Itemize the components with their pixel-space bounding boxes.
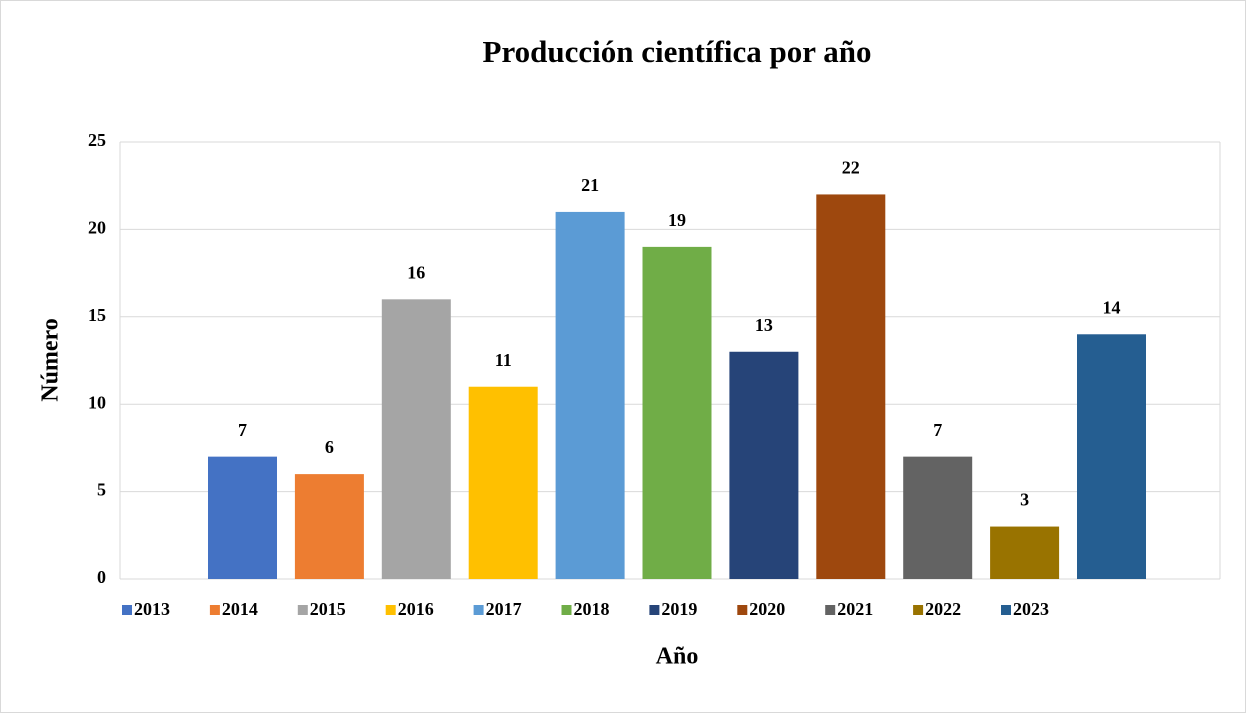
y-tick-label: 15 xyxy=(88,305,106,325)
bar xyxy=(642,246,712,579)
data-label: 6 xyxy=(325,437,334,457)
bar xyxy=(381,299,451,579)
legend-label: 2016 xyxy=(398,599,434,619)
bar xyxy=(468,386,538,579)
data-label: 11 xyxy=(495,350,512,370)
legend-label: 2019 xyxy=(661,599,697,619)
legend-label: 2013 xyxy=(134,599,170,619)
bar xyxy=(1077,334,1146,579)
legend-label: 2017 xyxy=(486,599,522,619)
data-label: 21 xyxy=(581,175,599,195)
legend-swatch xyxy=(473,605,484,615)
y-axis-label: Número xyxy=(38,318,64,402)
y-tick-label: 0 xyxy=(97,567,106,587)
chart-title: Producción científica por año xyxy=(483,34,872,69)
bar xyxy=(294,474,364,579)
bar xyxy=(903,456,973,579)
legend-swatch xyxy=(209,605,220,615)
y-tick-label: 5 xyxy=(97,480,106,500)
data-label: 7 xyxy=(933,420,942,440)
data-label: 22 xyxy=(842,158,860,178)
data-label: 13 xyxy=(755,315,773,335)
data-label: 14 xyxy=(1103,297,1121,317)
y-tick-label: 10 xyxy=(88,392,106,412)
bar xyxy=(729,351,799,579)
legend-label: 2020 xyxy=(749,599,785,619)
legend-swatch xyxy=(297,605,308,615)
bar xyxy=(816,194,886,579)
bar xyxy=(208,456,277,579)
legend-swatch xyxy=(649,605,660,615)
legend-label: 2021 xyxy=(837,599,873,619)
legend-swatch xyxy=(561,605,572,615)
legend-swatch xyxy=(825,605,836,615)
legend-label: 2018 xyxy=(574,599,610,619)
legend-label: 2015 xyxy=(310,599,346,619)
legend-swatch xyxy=(737,605,748,615)
y-tick-label: 25 xyxy=(88,130,106,150)
x-axis-label: Año xyxy=(656,644,699,670)
legend-label: 2023 xyxy=(1013,599,1049,619)
data-label: 16 xyxy=(407,262,425,282)
legend-label: 2014 xyxy=(222,599,258,619)
data-label: 7 xyxy=(238,420,247,440)
legend-swatch xyxy=(385,605,396,615)
legend-swatch xyxy=(1001,605,1011,615)
bar xyxy=(990,526,1060,579)
legend-swatch xyxy=(913,605,924,615)
data-label: 3 xyxy=(1020,490,1029,510)
y-tick-label: 20 xyxy=(88,218,106,238)
legend-label: 2022 xyxy=(925,599,961,619)
legend-swatch xyxy=(122,605,132,615)
bar xyxy=(555,211,625,580)
data-label: 19 xyxy=(668,210,686,230)
